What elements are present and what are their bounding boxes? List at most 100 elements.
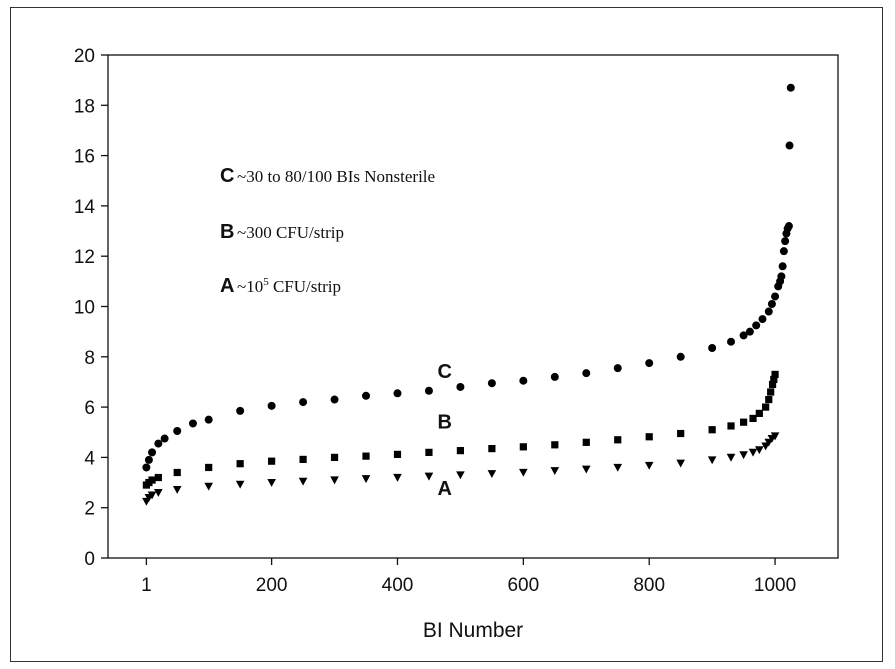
data-point xyxy=(726,453,736,462)
data-point xyxy=(160,434,169,443)
data-point xyxy=(771,292,780,301)
data-point xyxy=(362,391,371,400)
data-point xyxy=(551,441,559,449)
data-point xyxy=(188,419,197,428)
data-point xyxy=(767,299,776,308)
data-point xyxy=(550,372,559,381)
data-point xyxy=(767,388,775,396)
data-point xyxy=(645,359,654,368)
data-point xyxy=(749,414,757,423)
data-point xyxy=(393,450,402,458)
y-tick-label: 2 xyxy=(84,499,95,520)
plot-area xyxy=(107,54,839,559)
x-tick-label: 200 xyxy=(256,575,288,596)
data-point xyxy=(784,222,793,231)
data-point xyxy=(745,327,754,336)
x-tick-label: 600 xyxy=(507,575,539,596)
data-point xyxy=(487,470,497,479)
data-point xyxy=(424,386,433,395)
x-tick-label: 400 xyxy=(382,575,414,596)
data-point xyxy=(235,480,245,489)
data-point xyxy=(267,401,276,410)
data-point xyxy=(707,456,717,465)
data-point xyxy=(727,337,736,346)
data-point xyxy=(456,471,465,480)
data-point xyxy=(204,482,213,491)
data-point xyxy=(299,398,308,407)
legend-key-B: B xyxy=(220,221,234,243)
data-point xyxy=(487,379,496,388)
legend-text-C: ~30 to 80/100 BIs Nonsterile xyxy=(237,167,435,186)
data-point xyxy=(236,406,245,415)
x-tick-label: 1000 xyxy=(754,575,796,596)
data-point xyxy=(755,409,763,417)
y-tick-label: 16 xyxy=(74,147,95,168)
data-point xyxy=(330,395,339,404)
data-point xyxy=(147,491,157,500)
data-point xyxy=(785,141,794,150)
y-tick-label: 4 xyxy=(84,448,95,469)
data-point xyxy=(582,438,590,446)
data-point xyxy=(519,468,528,477)
data-point xyxy=(748,448,758,457)
data-point xyxy=(173,468,181,477)
data-point xyxy=(781,237,790,246)
y-tick-label: 18 xyxy=(74,96,95,117)
legend-entry-B: B ~300 CFU/strip xyxy=(220,221,344,243)
legend-text-B: ~300 CFU/strip xyxy=(237,223,344,242)
legend-text-A: ~105 CFU/strip xyxy=(237,276,341,296)
data-point xyxy=(614,436,622,444)
y-tick-label: 12 xyxy=(74,247,95,268)
data-point xyxy=(755,446,764,455)
y-tick-label: 14 xyxy=(74,197,96,218)
y-tick-label: 0 xyxy=(84,549,95,570)
data-point xyxy=(172,485,182,494)
y-tick-label: 10 xyxy=(74,298,95,319)
data-point xyxy=(393,389,402,398)
data-point xyxy=(519,443,527,451)
data-point xyxy=(676,459,685,468)
series-A xyxy=(142,432,780,506)
data-point xyxy=(488,444,496,453)
data-point xyxy=(154,439,163,448)
series-B xyxy=(142,370,779,489)
data-point xyxy=(154,473,162,482)
data-point xyxy=(752,321,761,330)
data-point xyxy=(768,380,777,389)
data-point xyxy=(144,455,153,464)
data-point xyxy=(550,467,560,476)
series-label-A: A xyxy=(437,478,451,500)
data-point xyxy=(362,452,370,460)
data-point xyxy=(740,418,748,426)
data-point xyxy=(645,433,653,441)
data-point xyxy=(299,455,307,464)
data-point xyxy=(424,472,434,481)
data-point xyxy=(173,426,182,435)
y-tick-label: 20 xyxy=(74,46,95,67)
series-C xyxy=(142,83,795,472)
data-point xyxy=(771,370,779,379)
data-point xyxy=(298,477,308,486)
data-point xyxy=(613,364,622,373)
data-point xyxy=(777,272,786,281)
data-point xyxy=(739,331,748,340)
legend-entry-A: A ~105 CFU/strip xyxy=(220,275,341,297)
figure-frame xyxy=(10,7,883,662)
data-point xyxy=(154,489,163,497)
x-axis-title: BI Number xyxy=(423,619,523,642)
data-point xyxy=(330,476,339,485)
y-tick-label: 6 xyxy=(84,398,95,419)
data-point xyxy=(708,343,717,352)
data-point xyxy=(727,422,735,430)
series-label-C: C xyxy=(437,361,451,383)
data-point xyxy=(330,453,339,461)
data-point xyxy=(677,429,685,438)
data-point xyxy=(770,432,780,441)
data-point xyxy=(770,375,778,384)
data-point xyxy=(739,451,748,460)
data-point xyxy=(762,403,770,411)
data-point xyxy=(778,262,787,271)
data-point xyxy=(765,395,773,404)
data-point xyxy=(644,461,654,470)
